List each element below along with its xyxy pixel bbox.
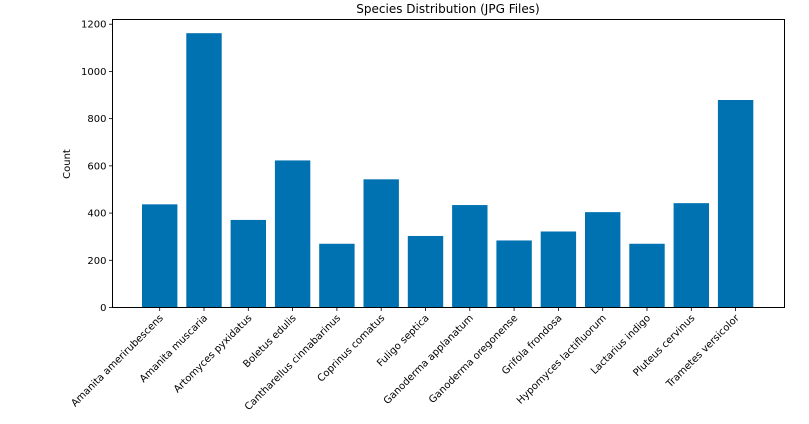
x-tick-label: Trametes versicolor	[664, 312, 742, 390]
bar	[496, 240, 532, 308]
x-tick-label: Hypomyces lactifluorum	[515, 313, 609, 407]
x-tick-label: Cantharellus cinnabarinus	[243, 313, 343, 413]
y-tick-label: 800	[87, 114, 106, 125]
x-tick-label: Ganoderma applanatum	[382, 313, 476, 407]
y-tick-label: 1000	[81, 67, 106, 78]
bar	[407, 235, 444, 308]
bar	[452, 205, 488, 308]
bar	[717, 100, 754, 308]
x-tick-label: Ganoderma oregonense	[427, 313, 520, 406]
y-tick-label: 600	[87, 161, 106, 172]
bar	[274, 160, 311, 308]
bar	[540, 231, 577, 308]
bar	[230, 219, 266, 308]
y-tick-label: 1200	[81, 20, 106, 31]
x-tick-label: Amanita amerirubescens	[69, 313, 165, 409]
bar	[585, 212, 621, 308]
bar	[629, 243, 665, 308]
bar	[673, 203, 709, 308]
y-tick-label: 400	[87, 209, 106, 220]
y-axis-ticks: 0 200 400 600 800 1000 1200	[81, 20, 113, 314]
bar	[142, 204, 178, 308]
bar	[363, 179, 399, 308]
y-tick-label: 0	[100, 303, 106, 314]
x-tick-label: Artomyces pyxidatus	[172, 313, 254, 395]
y-tick-label: 200	[87, 256, 106, 267]
bar	[319, 243, 355, 308]
chart-title: Species Distribution (JPG Files)	[356, 2, 539, 16]
bar	[186, 33, 222, 308]
plot-frame	[112, 19, 785, 308]
bars-group	[142, 33, 754, 308]
y-axis-label: Count	[62, 149, 73, 179]
